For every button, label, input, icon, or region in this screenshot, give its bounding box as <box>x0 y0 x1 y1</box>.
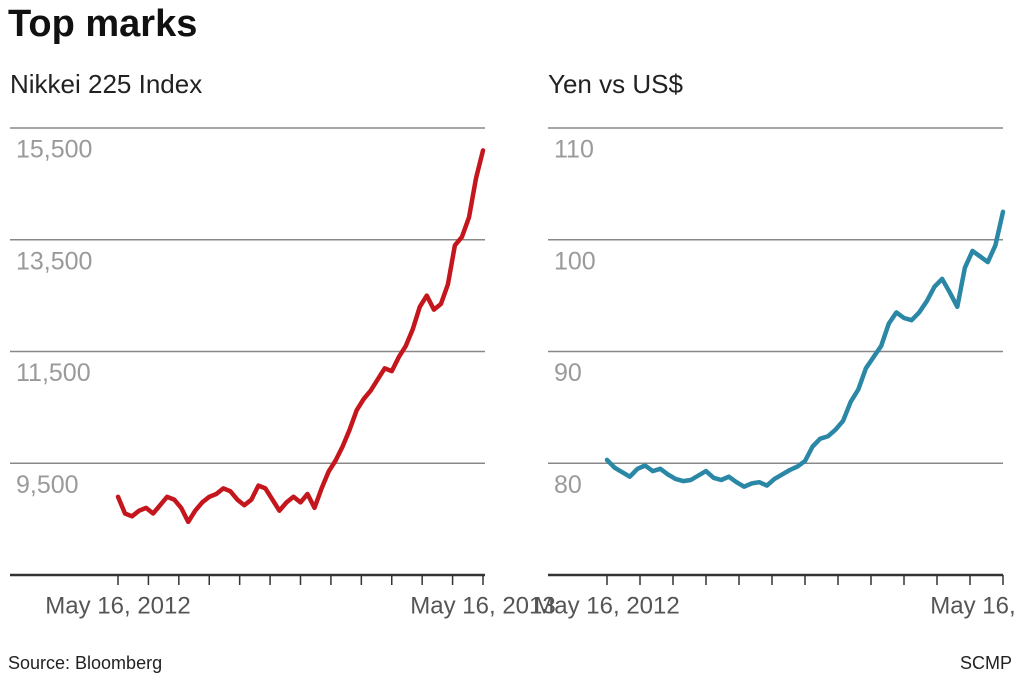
chart-subtitle: Yen vs US$ <box>548 69 683 99</box>
x-tick-label: May 16, 2012 <box>45 592 190 619</box>
x-tick-label: May 16, 2012 <box>534 592 679 619</box>
y-tick-label: 100 <box>554 247 596 275</box>
x-tick-label: May 16, 2013 <box>930 592 1020 619</box>
source: Source: Bloomberg <box>8 653 162 673</box>
y-tick-label: 9,500 <box>16 471 79 499</box>
y-tick-label: 80 <box>554 471 582 499</box>
y-tick-label: 110 <box>554 136 594 164</box>
credit: SCMP <box>960 653 1012 673</box>
y-tick-label: 13,500 <box>16 247 92 275</box>
series-line <box>115 148 486 525</box>
series-line <box>604 209 1006 489</box>
page-title: Top marks <box>8 3 197 45</box>
chart-subtitle: Nikkei 225 Index <box>10 69 202 99</box>
y-tick-label: 90 <box>554 359 582 387</box>
y-tick-label: 15,500 <box>16 136 92 164</box>
y-tick-label: 11,500 <box>16 359 91 387</box>
x-tick-label: May 16, 2013 <box>410 592 555 619</box>
